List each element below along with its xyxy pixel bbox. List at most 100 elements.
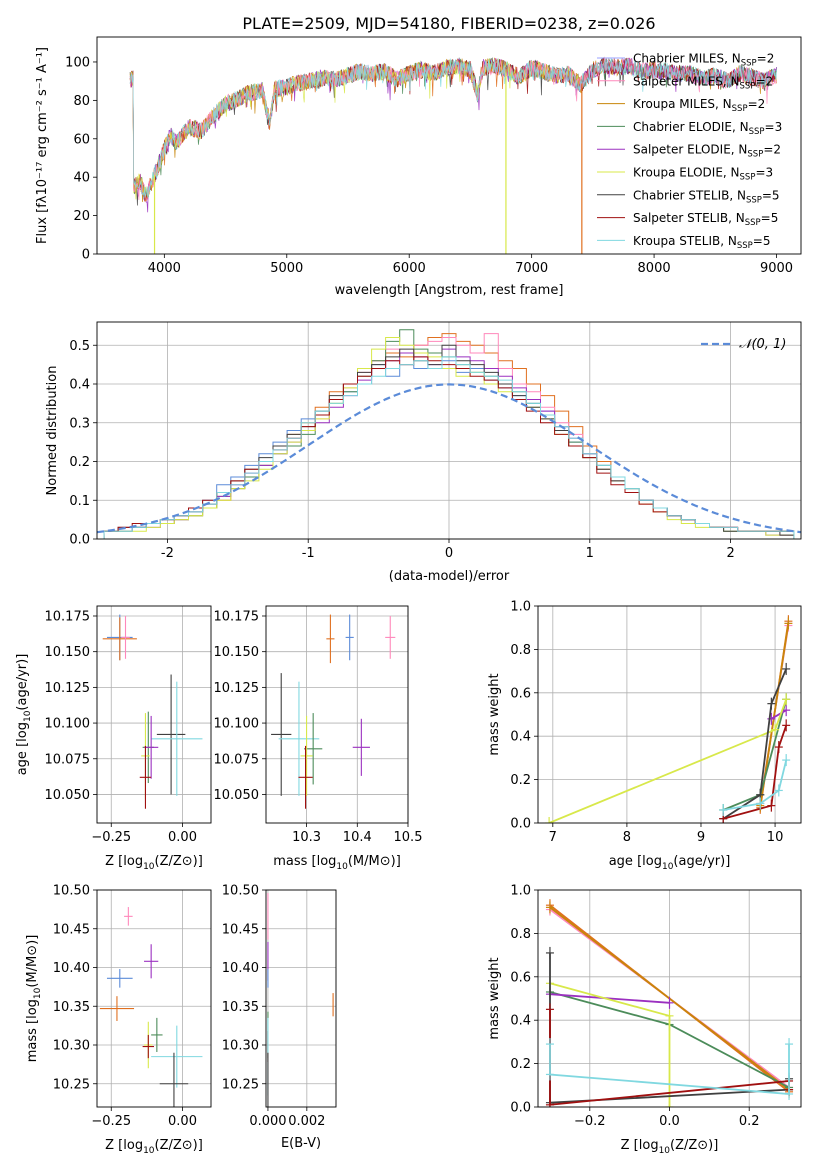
y-tick-label: 0.4 (510, 730, 531, 745)
weight-vs-age-panel: 7 8 9 10 0.0 0.2 0.4 0.6 0.8 1.0 age [log10(age/yr… (487, 600, 802, 872)
plot-area (97, 329, 801, 539)
y-tick-label: 0.8 (510, 927, 531, 942)
legend-label: Kroupa STELIB, NSSP=5 (633, 234, 771, 251)
x-tick-label: 1 (586, 546, 594, 561)
y-axis-label: mass weight (487, 957, 502, 1039)
x-tick-label: 10.4 (343, 830, 372, 845)
y-tick-label: 0 (82, 248, 90, 263)
y-tick-label: 10.40 (53, 961, 90, 976)
weight-line (770, 709, 787, 720)
legend-label: Salpeter ELODIE, NSSP=2 (633, 143, 781, 160)
plot-area (267, 893, 334, 1107)
x-tick-label: 7 (549, 830, 557, 845)
mass-vs-extinction-panel: 0.000 0.002 10.25 10.30 10.35 10.40 10.45 10.50… (222, 884, 337, 1151)
y-tick-label: 0.4 (69, 378, 90, 393)
plot-area (545, 615, 793, 823)
y-tick-label: 0.6 (510, 970, 531, 985)
residuals-y-label: Normed distribution (45, 366, 60, 496)
x-tick-label: 10.5 (394, 830, 423, 845)
x-tick-label: 10 (767, 830, 784, 845)
y-tick-label: 10.25 (53, 1077, 90, 1092)
x-axis-label: mass [log10(M/M⊙)] (273, 854, 401, 872)
y-tick-label: 0.2 (510, 773, 531, 788)
y-tick-label: 1.0 (510, 884, 531, 899)
axes-frame (96, 321, 802, 540)
weight-line (723, 759, 788, 811)
weight-line (549, 1044, 790, 1095)
y-tick-label: 0.0 (510, 1101, 531, 1116)
axes-frame (265, 889, 337, 1108)
x-tick-label: 7000 (515, 261, 548, 276)
x-tick-label: −0.2 (574, 1114, 606, 1129)
y-tick-label: 0.5 (69, 339, 90, 354)
y-tick-label: 0.3 (69, 416, 90, 431)
spectrum-x-label: wavelength [Angstrom, rest frame] (335, 283, 564, 298)
x-tick-label: 8000 (638, 261, 671, 276)
y-tick-label: 0.2 (69, 455, 90, 470)
x-tick-label: 2 (726, 546, 734, 561)
x-tick-label: 5000 (270, 261, 303, 276)
x-axis-label: Z [log10(Z/Z⊙)] (621, 1138, 719, 1156)
y-tick-label: 0.6 (510, 686, 531, 701)
y-tick-label: 40 (73, 171, 90, 186)
y-axis-label: mass [log10(M/M⊙)] (25, 935, 43, 1063)
legend-label: Chabrier STELIB, NSSP=5 (633, 188, 780, 205)
y-tick-label: 20 (73, 209, 90, 224)
y-tick-label: 10.50 (222, 884, 259, 899)
residuals-x-label: (data-model)/error (389, 569, 510, 584)
axes-frame (96, 605, 212, 824)
spectrum-y-label: Flux [fλ10⁻¹⁷ erg cm⁻² s⁻¹ A⁻¹] (35, 47, 50, 244)
x-tick-label: 0 (445, 546, 453, 561)
y-tick-label: 10.100 (45, 717, 91, 732)
y-tick-label: 10.175 (45, 609, 91, 624)
axes-frame (265, 605, 409, 824)
plot-area (271, 614, 396, 809)
axes-frame (537, 889, 802, 1108)
legend-label: Salpeter STELIB, NSSP=5 (633, 211, 778, 228)
y-tick-label: 10.45 (222, 922, 259, 937)
x-tick-label: 0.00 (168, 830, 197, 845)
y-axis-label: mass weight (487, 673, 502, 755)
plot-area (545, 899, 794, 1107)
figure-title: PLATE=2509, MJD=54180, FIBERID=0238, z=0… (242, 14, 655, 33)
y-tick-label: 10.050 (45, 788, 91, 803)
x-tick-label: 0.000 (249, 1114, 286, 1129)
weight-vs-metallicity-panel: −0.2 0.0 0.2 0.0 0.2 0.4 0.6 0.8 1.0 Z [log10(Z/Z… (487, 884, 802, 1156)
y-tick-label: 10.35 (53, 1000, 90, 1015)
weight-line (722, 725, 788, 820)
normal-legend-label: 𝒩(0, 1) (739, 337, 786, 352)
x-axis-label: age [log10(age/yr)] (609, 854, 731, 872)
y-tick-label: 0.0 (69, 533, 90, 548)
legend-label: Kroupa ELODIE, NSSP=3 (633, 166, 773, 183)
y-tick-label: 10.175 (214, 609, 260, 624)
x-tick-label: -2 (161, 546, 174, 561)
x-tick-label: 4000 (148, 261, 181, 276)
y-tick-label: 10.075 (45, 752, 91, 767)
axes-frame (96, 36, 802, 255)
y-tick-label: 10.050 (214, 788, 260, 803)
residuals-panel: -2 -1 0 1 2 0.0 0.1 0.2 0.3 0.4 0.5 (data-model)/er… (45, 321, 802, 584)
y-tick-label: 60 (73, 132, 90, 147)
axes-frame (96, 889, 212, 1108)
legend-label: Chabrier MILES, NSSP=2 (633, 52, 774, 69)
legend-label: Chabrier ELODIE, NSSP=3 (633, 120, 782, 137)
legend-label: Kroupa MILES, NSSP=2 (633, 97, 765, 114)
spectrum-panel: 4000 5000 6000 7000 8000 9000 0 20 40 60 80 100 wave… (35, 36, 802, 298)
weight-line (549, 993, 670, 1004)
y-axis-label: age [log10(age/yr)] (15, 654, 33, 776)
normal-curve (97, 383, 801, 534)
y-tick-label: 0.1 (69, 494, 90, 509)
x-tick-label: -1 (302, 546, 315, 561)
y-tick-label: 10.125 (45, 681, 91, 696)
y-tick-label: 80 (73, 94, 90, 109)
x-tick-label: 0.2 (739, 1114, 760, 1129)
y-tick-label: 10.075 (214, 752, 260, 767)
x-tick-label: 10.3 (292, 830, 321, 845)
y-tick-label: 10.30 (222, 1039, 259, 1054)
y-tick-label: 0.0 (510, 817, 531, 832)
x-tick-label: −0.25 (91, 830, 131, 845)
x-tick-label: 6000 (393, 261, 426, 276)
x-tick-label: 0.00 (168, 1114, 197, 1129)
x-tick-label: 0.0 (659, 1114, 680, 1129)
